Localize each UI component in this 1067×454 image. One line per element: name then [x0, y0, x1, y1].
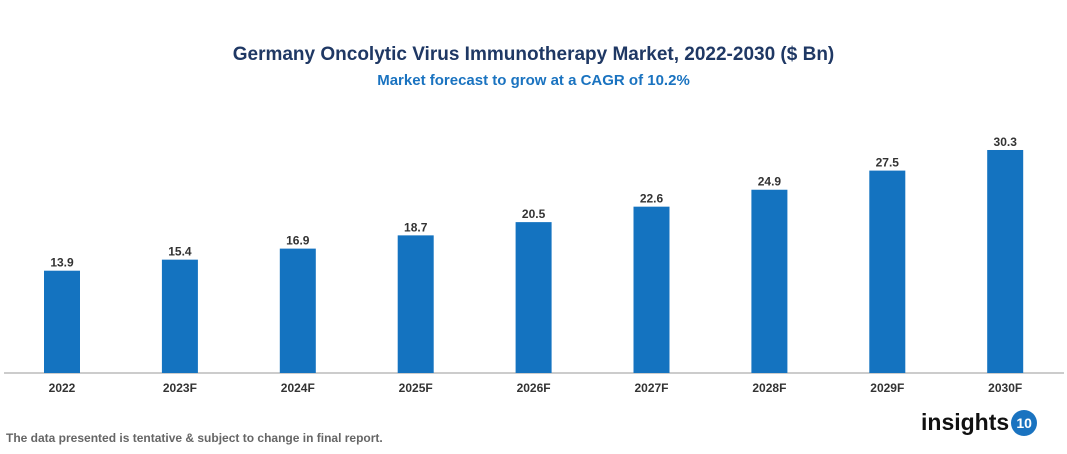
data-label: 13.9 [50, 256, 74, 270]
data-label: 22.6 [640, 192, 664, 206]
chart-title: Germany Oncolytic Virus Immunotherapy Ma… [232, 44, 835, 65]
x-tick-label: 2022 [49, 381, 76, 395]
bar [869, 170, 906, 373]
bar [751, 189, 788, 373]
chart-subtitle: Market forecast to grow at a CAGR of 10.… [377, 72, 690, 89]
data-label: 20.5 [522, 207, 546, 221]
data-label: 30.3 [994, 135, 1018, 149]
bar [44, 270, 80, 373]
x-tick-label: 2028F [752, 381, 786, 395]
bar [987, 149, 1024, 373]
data-label: 18.7 [404, 220, 428, 234]
bar [279, 248, 316, 373]
x-tick-label: 2025F [399, 381, 433, 395]
bar [633, 206, 670, 373]
bar [515, 222, 552, 373]
data-label: 27.5 [876, 156, 900, 170]
logo-badge: 10 [1011, 409, 1038, 436]
data-label: 16.9 [286, 234, 310, 248]
bar [397, 235, 434, 373]
x-tick-label: 2029F [870, 381, 904, 395]
bar [161, 259, 198, 373]
data-label: 24.9 [758, 175, 782, 189]
data-label: 15.4 [168, 245, 192, 259]
x-tick-label: 2024F [281, 381, 315, 395]
x-tick-label: 2027F [634, 381, 668, 395]
x-tick-label: 2023F [163, 381, 197, 395]
insights10-logo: insights 10 [921, 409, 1038, 436]
x-tick-label: 2026F [517, 381, 551, 395]
x-tick-label: 2030F [988, 381, 1022, 395]
disclaimer-note: The data presented is tentative & subjec… [6, 431, 383, 445]
logo-text: insights [921, 409, 1010, 435]
